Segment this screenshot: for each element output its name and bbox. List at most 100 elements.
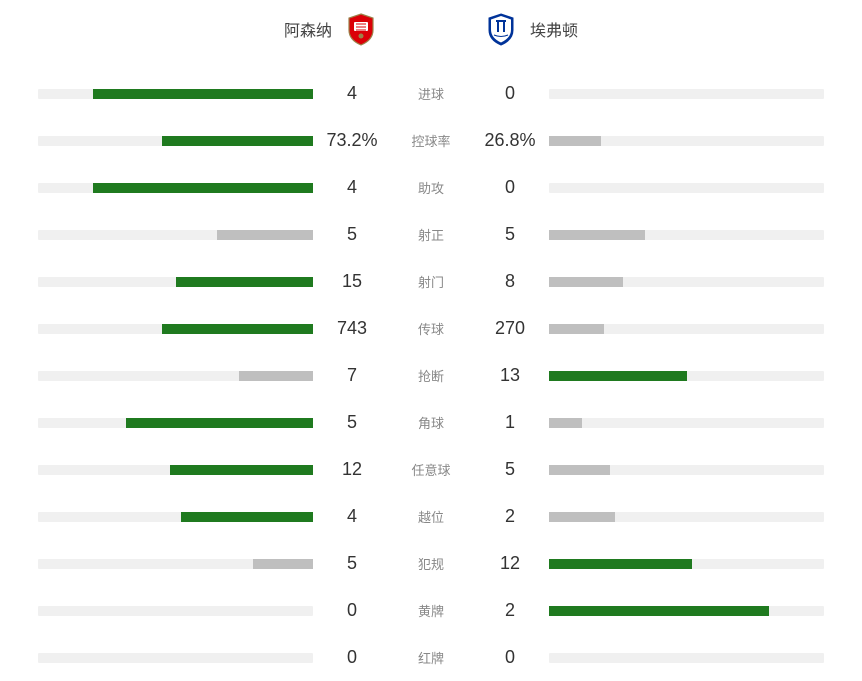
stat-label: 犯规: [391, 554, 471, 573]
stat-value-right: 26.8%: [471, 130, 549, 151]
stat-bar-left-fill: [126, 418, 313, 428]
team-right: 埃弗顿: [486, 12, 578, 46]
stat-value-left: 5: [313, 412, 391, 433]
stat-bar-left: [38, 324, 313, 334]
stat-bar-right: [549, 559, 824, 569]
stat-row: 5射正5: [38, 211, 824, 258]
stat-bar-left-fill: [162, 324, 313, 334]
stat-value-left: 15: [313, 271, 391, 292]
stat-value-right: 5: [471, 224, 549, 245]
stat-label: 任意球: [391, 460, 471, 479]
stat-label: 黄牌: [391, 601, 471, 620]
everton-crest-icon: [486, 12, 516, 46]
stat-row: 73.2%控球率26.8%: [38, 117, 824, 164]
stat-value-right: 0: [471, 83, 549, 104]
stat-bar-right: [549, 230, 824, 240]
stat-bar-left: [38, 606, 313, 616]
stat-label: 助攻: [391, 178, 471, 197]
stat-bar-right: [549, 606, 824, 616]
stat-value-right: 13: [471, 365, 549, 386]
stat-label: 射正: [391, 225, 471, 244]
stats-body: 4进球073.2%控球率26.8%4助攻05射正515射门8743传球2707抢…: [38, 70, 824, 681]
stat-bar-left: [38, 512, 313, 522]
stat-row: 743传球270: [38, 305, 824, 352]
stat-value-right: 2: [471, 600, 549, 621]
stat-value-right: 270: [471, 318, 549, 339]
stat-bar-left-fill: [217, 230, 313, 240]
stat-value-left: 0: [313, 600, 391, 621]
stat-value-left: 73.2%: [313, 130, 391, 151]
stat-label: 射门: [391, 272, 471, 291]
stat-bar-left: [38, 230, 313, 240]
stat-bar-right: [549, 324, 824, 334]
stat-bar-left: [38, 136, 313, 146]
stat-bar-right-fill: [549, 465, 610, 475]
stat-row: 7抢断13: [38, 352, 824, 399]
stat-bar-right-fill: [549, 230, 645, 240]
stat-bar-right: [549, 183, 824, 193]
stat-bar-right-fill: [549, 277, 623, 287]
stat-value-left: 7: [313, 365, 391, 386]
stat-bar-right-fill: [549, 606, 769, 616]
stat-bar-right: [549, 512, 824, 522]
stat-value-left: 5: [313, 224, 391, 245]
stat-bar-left-fill: [176, 277, 314, 287]
stat-label: 抢断: [391, 366, 471, 385]
team-left: 阿森纳: [284, 12, 376, 46]
stat-label: 越位: [391, 507, 471, 526]
stat-label: 进球: [391, 84, 471, 103]
stat-bar-left: [38, 418, 313, 428]
team-right-name: 埃弗顿: [530, 17, 578, 41]
stat-bar-right-fill: [549, 512, 615, 522]
stat-row: 5角球1: [38, 399, 824, 446]
stat-row: 15射门8: [38, 258, 824, 305]
stat-bar-right-fill: [549, 324, 604, 334]
stat-value-left: 4: [313, 177, 391, 198]
team-left-name: 阿森纳: [284, 17, 332, 41]
stat-bar-left: [38, 277, 313, 287]
stat-bar-right-fill: [549, 418, 582, 428]
stat-bar-right: [549, 136, 824, 146]
stat-bar-right: [549, 89, 824, 99]
stat-label: 控球率: [391, 131, 471, 150]
stat-value-left: 4: [313, 506, 391, 527]
stat-value-right: 1: [471, 412, 549, 433]
stat-value-right: 12: [471, 553, 549, 574]
stat-value-left: 5: [313, 553, 391, 574]
stat-bar-right: [549, 465, 824, 475]
stat-label: 角球: [391, 413, 471, 432]
stat-value-left: 743: [313, 318, 391, 339]
stat-bar-left-fill: [239, 371, 313, 381]
stat-value-right: 8: [471, 271, 549, 292]
stat-value-right: 0: [471, 177, 549, 198]
stat-bar-right-fill: [549, 371, 687, 381]
stat-row: 12任意球5: [38, 446, 824, 493]
arsenal-crest-icon: [346, 12, 376, 46]
stat-row: 4助攻0: [38, 164, 824, 211]
stat-bar-left: [38, 559, 313, 569]
stat-bar-right: [549, 371, 824, 381]
stat-bar-left-fill: [181, 512, 313, 522]
stat-bar-left-fill: [162, 136, 313, 146]
stat-bar-right-fill: [549, 559, 692, 569]
match-stats-container: 阿森纳 埃弗顿 4进球073.2%控球率2: [0, 0, 862, 681]
stat-bar-right: [549, 418, 824, 428]
stat-row: 0黄牌2: [38, 587, 824, 634]
stat-label: 传球: [391, 319, 471, 338]
stat-row: 4越位2: [38, 493, 824, 540]
stat-value-left: 12: [313, 459, 391, 480]
stat-bar-right: [549, 277, 824, 287]
stat-bar-left-fill: [253, 559, 314, 569]
stat-row: 4进球0: [38, 70, 824, 117]
header: 阿森纳 埃弗顿: [38, 12, 824, 46]
stat-bar-left: [38, 465, 313, 475]
stat-value-right: 5: [471, 459, 549, 480]
stat-bar-left-fill: [93, 183, 313, 193]
stat-bar-left: [38, 89, 313, 99]
stat-bar-left: [38, 183, 313, 193]
stat-value-left: 4: [313, 83, 391, 104]
stat-bar-left: [38, 371, 313, 381]
stat-row: 5犯规12: [38, 540, 824, 587]
stat-bar-left-fill: [170, 465, 313, 475]
stat-bar-left-fill: [93, 89, 313, 99]
